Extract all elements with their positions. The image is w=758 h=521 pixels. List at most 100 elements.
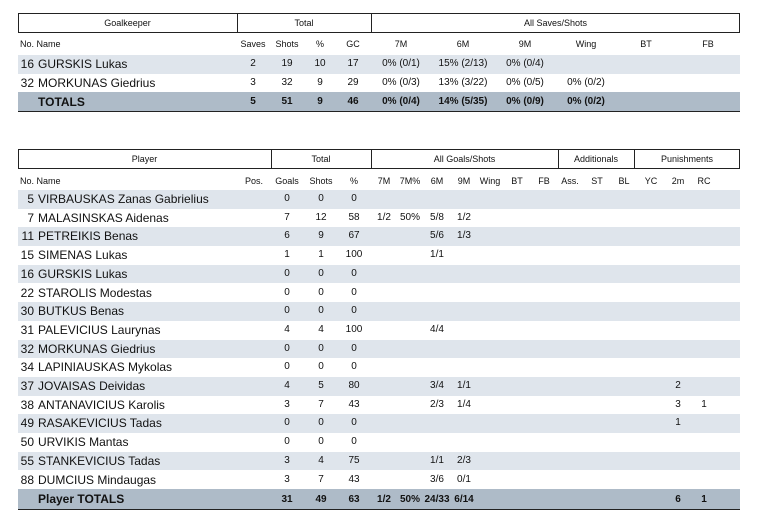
cell: 9 bbox=[317, 76, 323, 88]
player-number: 30 bbox=[20, 304, 34, 319]
total-cell: 6 bbox=[675, 494, 681, 506]
column-header: 7M bbox=[377, 176, 391, 186]
cell: 1 bbox=[675, 417, 681, 429]
cell: 2/3 bbox=[430, 398, 444, 410]
column-header: GC bbox=[346, 39, 360, 49]
total-cell: 63 bbox=[348, 494, 360, 506]
total-cell: 0% (0/9) bbox=[506, 96, 544, 107]
cell: 1/1 bbox=[430, 454, 444, 466]
column-header: Wing bbox=[575, 39, 597, 49]
player-name: GURSKIS Lukas bbox=[38, 57, 128, 71]
cell: 0 bbox=[284, 436, 290, 448]
cell: 0 bbox=[351, 342, 357, 354]
cell: 80 bbox=[348, 380, 360, 391]
column-header: Shots bbox=[309, 176, 333, 186]
cell: 1 bbox=[318, 249, 324, 261]
player-name: BUTKUS Benas bbox=[38, 304, 125, 319]
column-header: % bbox=[315, 39, 324, 49]
cell: 19 bbox=[281, 58, 293, 69]
cell: 0/1 bbox=[457, 473, 471, 485]
group-header: Punishments bbox=[660, 154, 714, 164]
player-number: 50 bbox=[20, 435, 34, 450]
player-number: 22 bbox=[20, 285, 34, 300]
table-row bbox=[18, 73, 740, 92]
column-header: % bbox=[349, 176, 358, 186]
cell: 3 bbox=[284, 398, 290, 410]
cell: 4 bbox=[318, 454, 324, 466]
cell: 0 bbox=[284, 193, 290, 204]
cell: 0 bbox=[318, 193, 324, 204]
table-row bbox=[18, 283, 740, 303]
player-name: PETREIKIS Benas bbox=[38, 229, 139, 244]
column-header: Shots bbox=[275, 39, 299, 49]
column-header: Ass. bbox=[561, 176, 579, 186]
cell: 0 bbox=[318, 361, 324, 373]
player-name: STAROLIS Modestas bbox=[38, 285, 152, 300]
player-number: 37 bbox=[20, 379, 34, 393]
cell: 3 bbox=[284, 454, 290, 466]
player-name: STANKEVICIUS Tadas bbox=[38, 453, 161, 468]
cell: 0 bbox=[284, 361, 290, 373]
cell: 17 bbox=[347, 58, 359, 69]
cell: 3 bbox=[250, 76, 256, 88]
column-header: RC bbox=[697, 176, 711, 186]
cell: 2/3 bbox=[457, 454, 471, 466]
total-cell: 14% (5/35) bbox=[438, 96, 488, 107]
cell: 0 bbox=[318, 267, 324, 279]
cell: 0 bbox=[351, 436, 357, 448]
total-cell: 46 bbox=[347, 96, 359, 107]
table-row bbox=[18, 302, 740, 321]
column-header: ST bbox=[591, 176, 603, 186]
column-header: 6M bbox=[456, 39, 470, 49]
player-name: MORKUNAS Giedrius bbox=[38, 75, 156, 90]
table-row bbox=[18, 358, 740, 377]
cell: 0 bbox=[284, 286, 290, 298]
cell: 1 bbox=[284, 249, 290, 261]
column-header: YC bbox=[644, 176, 658, 186]
cell: 5/6 bbox=[430, 230, 444, 242]
group-header: Total bbox=[294, 18, 314, 28]
table-row bbox=[18, 339, 740, 359]
cell: 0 bbox=[318, 286, 324, 298]
totals-label: TOTALS bbox=[38, 95, 85, 109]
cell: 32 bbox=[281, 76, 293, 88]
cell: 1 bbox=[701, 398, 707, 410]
group-divider bbox=[371, 149, 372, 169]
total-cell: 50% bbox=[399, 494, 420, 506]
column-header: BT bbox=[511, 176, 523, 186]
player-number: 32 bbox=[20, 75, 34, 90]
column-header: BL bbox=[618, 176, 630, 186]
player-number: 49 bbox=[20, 416, 34, 431]
player-name: VIRBAUSKAS Zanas Gabrielius bbox=[38, 192, 209, 206]
column-header: FB bbox=[702, 39, 714, 49]
cell: 12 bbox=[315, 211, 327, 223]
cell: 2 bbox=[250, 58, 256, 69]
table-row bbox=[18, 246, 740, 265]
cell: 0 bbox=[284, 267, 290, 279]
group-divider bbox=[558, 149, 559, 169]
player-number: 11 bbox=[21, 229, 34, 244]
player-number: 38 bbox=[20, 397, 34, 412]
table-row bbox=[18, 377, 740, 396]
cell: 0 bbox=[318, 342, 324, 354]
cell: 15% (2/13) bbox=[438, 58, 488, 69]
player-name: PALEVICIUS Laurynas bbox=[38, 322, 161, 337]
group-header-box bbox=[18, 149, 740, 169]
column-header: 2m bbox=[671, 176, 685, 186]
cell: 1/1 bbox=[430, 249, 444, 261]
column-header: 9M bbox=[457, 176, 471, 186]
totals-label: Player TOTALS bbox=[38, 492, 125, 507]
cell: 9 bbox=[318, 230, 324, 242]
player-name: LAPINIAUSKAS Mykolas bbox=[38, 360, 173, 375]
column-header: No. Name bbox=[20, 176, 61, 186]
player-number: 7 bbox=[27, 210, 34, 225]
total-cell: 0% (0/2) bbox=[567, 96, 605, 107]
table-row bbox=[18, 414, 740, 434]
totals-row bbox=[18, 92, 740, 112]
cell: 0% (0/4) bbox=[506, 58, 544, 69]
cell: 5/8 bbox=[430, 211, 444, 223]
table-row bbox=[18, 395, 740, 415]
player-name: DUMCIUS Mindaugas bbox=[38, 472, 157, 487]
total-cell: 49 bbox=[315, 494, 327, 506]
cell: 3 bbox=[284, 473, 290, 485]
